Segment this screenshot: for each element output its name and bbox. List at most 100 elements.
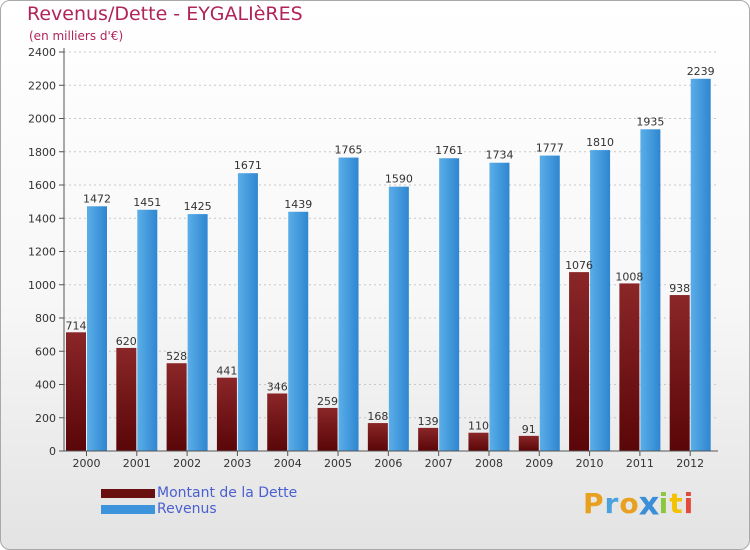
x-tick-label: 2007	[425, 457, 453, 470]
value-label-revenus: 1777	[536, 142, 564, 155]
value-label-revenus: 1935	[636, 115, 664, 128]
bars	[66, 78, 711, 452]
bar-revenus	[439, 158, 460, 451]
bar-revenus	[137, 209, 158, 451]
logo-letter: i	[683, 487, 695, 520]
value-label-dette: 168	[367, 410, 388, 423]
y-tick-label: 1600	[28, 179, 56, 192]
y-tick-label: 800	[35, 312, 56, 325]
legend-label-revenus: Revenus	[157, 501, 217, 517]
bar-dette	[166, 363, 187, 451]
bar-dette	[468, 432, 489, 451]
value-label-dette: 346	[267, 380, 288, 393]
bar-revenus	[288, 211, 309, 451]
x-tick-label: 2003	[223, 457, 251, 470]
value-label-dette: 441	[216, 365, 237, 378]
x-tick-label: 2008	[475, 457, 503, 470]
proxiti-logo: Proxiti	[583, 484, 695, 523]
value-label-dette: 938	[669, 282, 690, 295]
bar-dette	[216, 377, 237, 451]
legend-swatch-dette	[101, 488, 155, 498]
bar-revenus	[338, 157, 359, 451]
bar-revenus	[690, 78, 711, 452]
value-label-revenus: 1761	[435, 144, 463, 157]
chart-title: Revenus/Dette - EYGALIèRES	[27, 3, 303, 25]
bar-dette	[116, 347, 137, 451]
x-tick-label: 2006	[374, 457, 402, 470]
x-tick-label: 2012	[676, 457, 704, 470]
bar-dette	[267, 393, 288, 451]
value-label-revenus: 1425	[184, 200, 212, 213]
y-tick-label: 1200	[28, 246, 56, 259]
bar-revenus	[640, 129, 661, 451]
logo-letter: P	[583, 487, 605, 520]
logo-letter: o	[619, 487, 640, 520]
bar-revenus	[590, 150, 611, 451]
value-label-dette: 1008	[615, 270, 643, 283]
bar-revenus	[388, 186, 409, 451]
legend-swatch-revenus	[101, 504, 155, 514]
x-tick-label: 2000	[73, 457, 101, 470]
x-axis: 2000 2001 2002 2003 2004 2005 2006 2007 2008 2009…	[64, 450, 718, 470]
y-tick-label: 2400	[28, 46, 56, 59]
bar-dette	[669, 295, 690, 451]
value-label-dette: 714	[66, 319, 87, 332]
value-label-revenus: 1590	[385, 173, 413, 186]
value-label-revenus: 1734	[485, 149, 513, 162]
value-label-revenus: 1451	[133, 196, 161, 209]
bar-revenus	[489, 162, 510, 451]
value-label-dette: 1076	[565, 259, 593, 272]
legend-label-dette: Montant de la Dette	[157, 485, 298, 501]
bar-dette	[569, 272, 590, 451]
value-label-revenus: 1810	[586, 136, 614, 149]
value-label-dette: 139	[418, 415, 439, 428]
logo-letter: i	[658, 487, 670, 520]
bar-dette	[518, 435, 539, 451]
y-tick-label: 2000	[28, 113, 56, 126]
legend: Montant de la Dette Revenus	[101, 485, 297, 517]
x-tick-label: 2004	[274, 457, 302, 470]
bar-dette	[66, 332, 86, 451]
value-label-revenus: 1671	[234, 159, 262, 172]
y-tick-label: 1400	[28, 212, 56, 225]
value-label-dette: 528	[166, 350, 187, 363]
x-tick-label: 2002	[173, 457, 201, 470]
legend-item-revenus: Revenus	[101, 501, 297, 517]
value-label-dette: 110	[468, 420, 489, 433]
x-tick-label: 2010	[576, 457, 604, 470]
y-tick-label: 2200	[28, 79, 56, 92]
y-tick-label: 400	[35, 379, 56, 392]
y-tick-label: 0	[49, 445, 56, 458]
bar-dette	[619, 283, 640, 451]
y-axis: 0 200 400 600 800 1000 1200 1400 1600 1800 2000 220…	[28, 46, 65, 458]
x-tick-label: 2001	[123, 457, 151, 470]
y-tick-label: 200	[35, 412, 56, 425]
logo-letter: x	[638, 484, 661, 523]
value-labels: 714 1472 620 1451 528 1425 441 1671 346 1439 259 17…	[66, 65, 715, 436]
y-tick-label: 1800	[28, 146, 56, 159]
x-tick-label: 2009	[525, 457, 553, 470]
x-tick-label: 2005	[324, 457, 352, 470]
value-label-revenus: 1765	[335, 144, 363, 157]
x-tick-label: 2011	[626, 457, 654, 470]
value-label-dette: 620	[116, 335, 137, 348]
value-label-revenus: 1472	[83, 192, 111, 205]
bar-dette	[367, 423, 388, 451]
y-tick-label: 600	[35, 345, 56, 358]
bar-dette	[317, 407, 338, 451]
bar-revenus	[539, 155, 560, 452]
bar-revenus	[87, 206, 107, 451]
logo-letter: t	[669, 487, 684, 520]
value-label-revenus: 1439	[284, 198, 312, 211]
y-tick-label: 1000	[28, 279, 56, 292]
logo-letter: r	[604, 487, 620, 520]
bar-revenus	[187, 214, 208, 451]
chart-subtitle: (en milliers d'€)	[29, 29, 124, 43]
value-label-revenus: 2239	[687, 65, 715, 78]
legend-item-dette: Montant de la Dette	[101, 485, 297, 501]
bar-revenus	[237, 173, 258, 452]
bar-dette	[418, 427, 439, 451]
value-label-dette: 259	[317, 395, 338, 408]
